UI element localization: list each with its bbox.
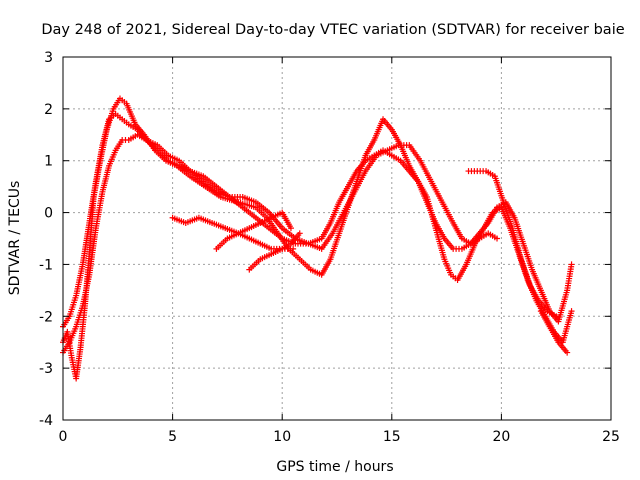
data-point xyxy=(564,349,571,356)
y-tick-label: -2 xyxy=(39,309,53,325)
x-tick-label: 25 xyxy=(602,429,620,445)
chart-title: Day 248 of 2021, Sidereal Day-to-day VTE… xyxy=(41,22,624,38)
data-point xyxy=(553,313,560,320)
y-tick-label: -4 xyxy=(39,413,53,429)
series-track-5 xyxy=(213,209,294,252)
x-tick-label: 20 xyxy=(492,429,510,445)
data-point xyxy=(568,308,575,315)
y-axis-label: SDTVAR / TECUs xyxy=(7,181,23,296)
x-tick-label: 0 xyxy=(59,429,68,445)
series-track-2 xyxy=(60,111,575,330)
y-tick-label: 2 xyxy=(44,102,53,118)
x-tick-label: 5 xyxy=(168,429,177,445)
series-track-3 xyxy=(60,131,501,356)
y-tick-label: -1 xyxy=(39,257,53,273)
y-tick-label: 0 xyxy=(44,206,53,222)
series-track-7 xyxy=(465,168,560,320)
y-tick-label: -3 xyxy=(39,361,53,377)
x-tick-label: 10 xyxy=(273,429,291,445)
data-point xyxy=(568,261,575,268)
plot-frame xyxy=(62,56,612,421)
y-tick-label: 3 xyxy=(44,50,53,66)
x-tick-label: 15 xyxy=(383,429,401,445)
axis-ticks: 0 5 10 15 20 25 -4 -3 -2 -1 0 1 2 3 xyxy=(39,50,620,445)
data-points xyxy=(60,95,575,382)
data-point xyxy=(287,225,294,232)
data-point xyxy=(290,245,297,252)
series-track-6 xyxy=(246,245,297,273)
data-point xyxy=(494,235,501,242)
x-axis-label: GPS time / hours xyxy=(276,459,393,475)
data-point xyxy=(296,230,303,237)
series-track-8 xyxy=(537,308,571,356)
y-tick-label: 1 xyxy=(44,154,53,170)
